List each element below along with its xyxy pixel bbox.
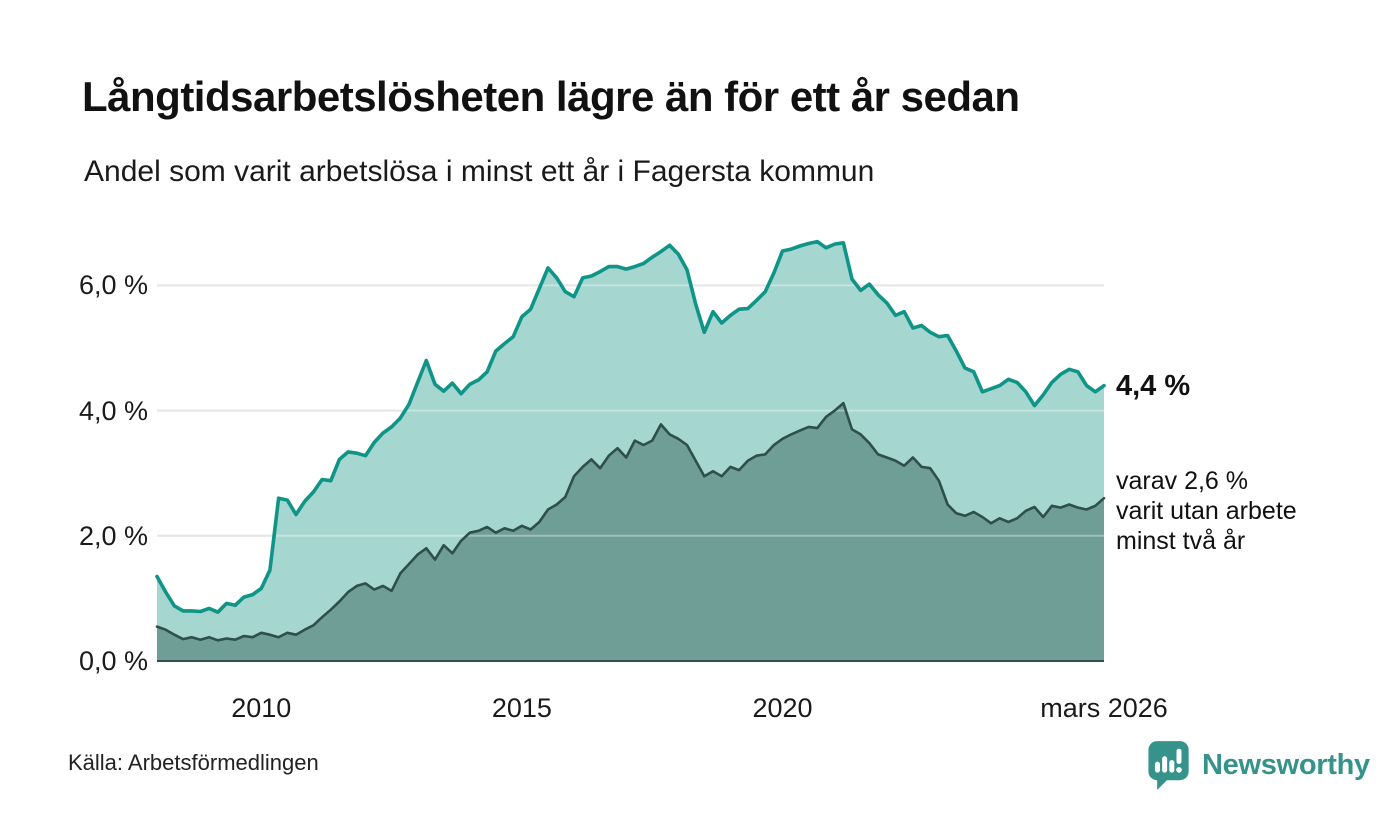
- x-tick-mars-2026: mars 2026: [1040, 693, 1168, 723]
- series-line-minst-ett-ar: [155, 239, 1106, 614]
- x-tick-2015: 2015: [491, 693, 552, 723]
- newsworthy-branding: Newsworthy: [1146, 740, 1370, 790]
- y-tick-6: 6,0 %: [78, 270, 148, 301]
- source-attribution: Källa: Arbetsförmedlingen: [68, 750, 319, 775]
- y-tick-0: 0,0 %: [78, 646, 148, 676]
- x-tick-2010: 2010: [231, 693, 292, 723]
- brand-name: Newsworthy: [1202, 748, 1370, 781]
- chart-subtitle: Andel som varit arbetslösa i minst ett å…: [84, 155, 875, 188]
- series-fill-minst-tva-ar: [157, 403, 1104, 661]
- x-tick-2020: 2020: [752, 693, 813, 723]
- y-tick-4: 4,0 %: [78, 395, 148, 426]
- logo-bar-chart-glyph: [1154, 748, 1182, 773]
- series-line-minst-tva-ar: [155, 401, 1106, 642]
- page-title: Långtidsarbetslösheten lägre än för ett …: [82, 73, 1020, 120]
- secondary-annotation-line-3: minst två år: [1116, 527, 1246, 556]
- y-tick-2: 2,0 %: [78, 520, 148, 551]
- newsworthy-logo-icon: [1148, 741, 1189, 790]
- secondary-annotation-line-2: varit utan arbete: [1116, 497, 1297, 526]
- latest-value-label: 4,4 %: [1116, 369, 1191, 402]
- secondary-annotation-line-1: varav 2,6 %: [1116, 467, 1249, 496]
